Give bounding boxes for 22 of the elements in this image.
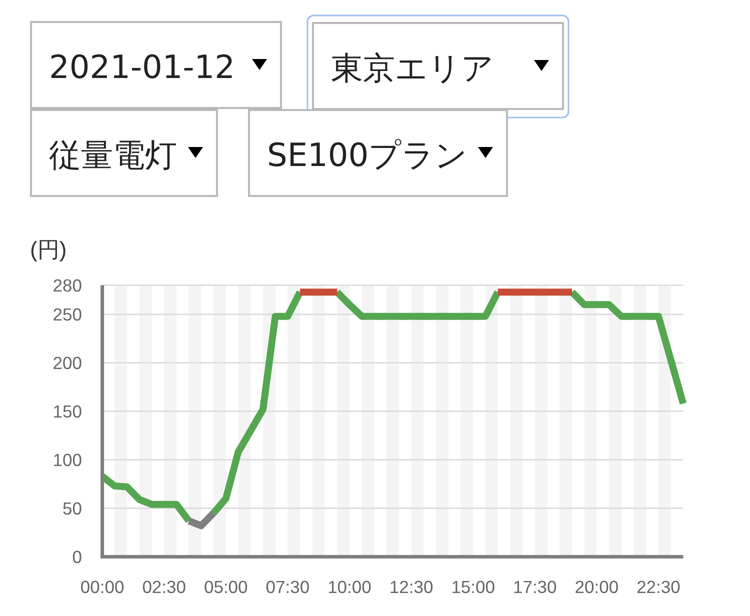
x-tick-label: 12:30	[389, 577, 434, 597]
date-dropdown: 2021-01-12	[30, 21, 282, 109]
x-tick-label: 07:30	[266, 577, 310, 597]
y-tick-label: 150	[52, 401, 82, 422]
y-tick-label: 280	[52, 275, 82, 296]
x-tick-label: 05:00	[204, 577, 248, 597]
area-dropdown: 東京エリア	[306, 14, 570, 118]
x-tick-label: 22:30	[636, 577, 681, 597]
x-tick-label: 10:00	[328, 577, 372, 597]
x-tick-label: 17:30	[512, 577, 558, 597]
x-tick-label: 15:00	[451, 577, 496, 597]
y-axis-title: (円)	[30, 237, 67, 262]
y-tick-label: 250	[52, 304, 82, 325]
x-tick-label: 00:00	[80, 577, 124, 597]
plan-dropdown: SE100プラン	[248, 109, 508, 197]
x-tick-label: 02:30	[142, 577, 186, 597]
y-tick-label: 200	[52, 352, 82, 373]
x-tick-label: 20:00	[574, 577, 619, 597]
tariff-dropdown: 従量電灯	[30, 109, 218, 197]
y-tick-label: 0	[72, 546, 82, 567]
y-tick-label: 50	[62, 498, 82, 518]
y-tick-label: 100	[52, 450, 82, 470]
